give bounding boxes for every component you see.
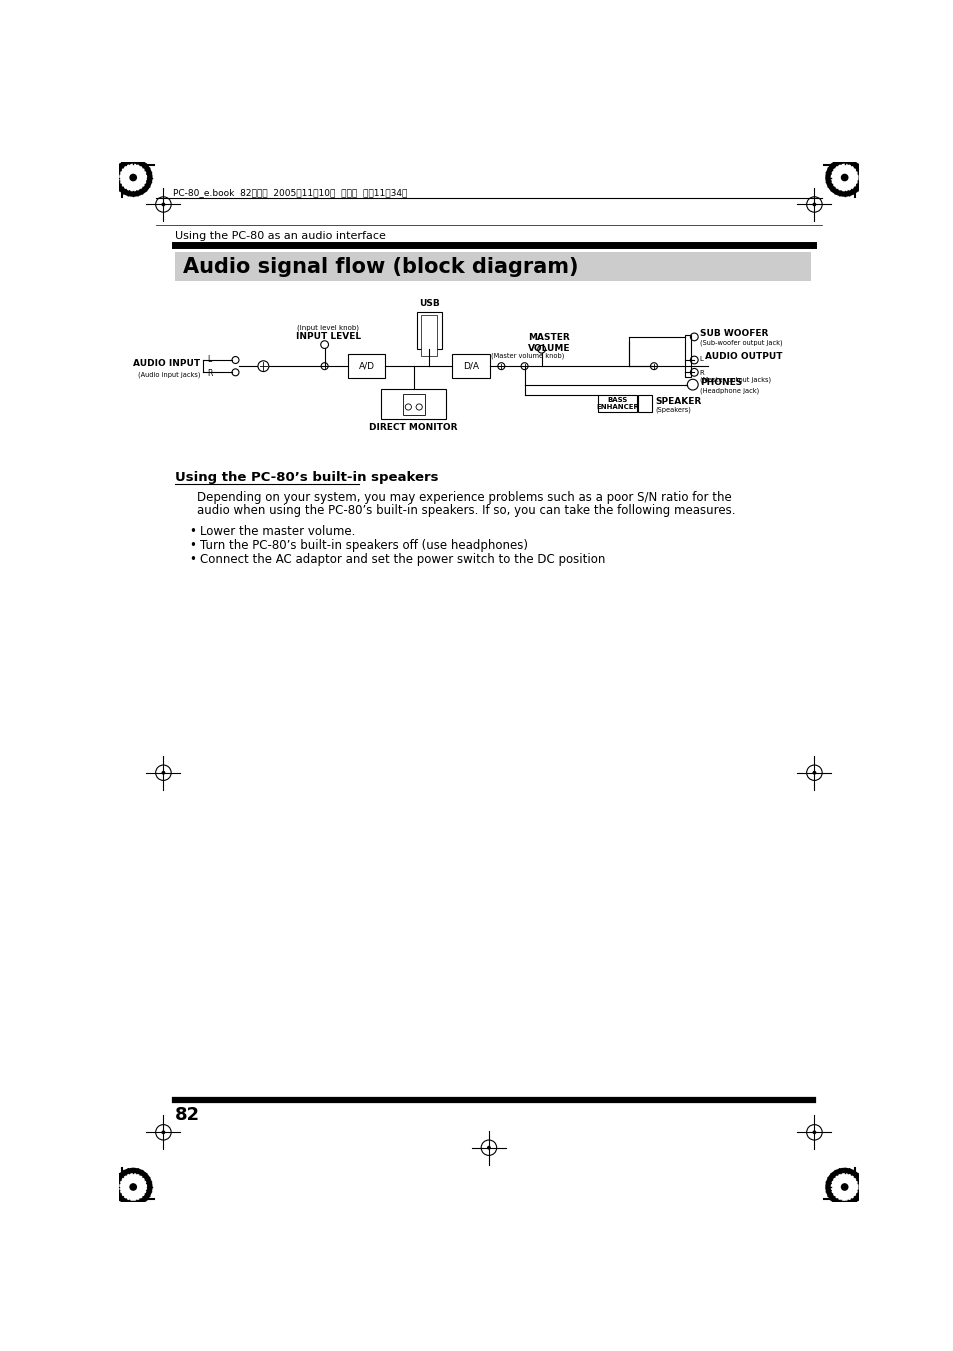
Text: Lower the master volume.: Lower the master volume. xyxy=(199,526,355,538)
Text: 82: 82 xyxy=(174,1105,200,1124)
Text: (Audio input jacks): (Audio input jacks) xyxy=(138,372,200,378)
Text: AUDIO OUTPUT: AUDIO OUTPUT xyxy=(704,353,781,362)
Text: Using the PC-80’s built-in speakers: Using the PC-80’s built-in speakers xyxy=(174,471,438,484)
Text: audio when using the PC-80’s built-in speakers. If so, you can take the followin: audio when using the PC-80’s built-in sp… xyxy=(196,504,735,516)
Circle shape xyxy=(812,203,816,207)
Text: (Speakers): (Speakers) xyxy=(655,407,691,413)
Text: PC-80_e.book  82ページ  2005年11月10日  木曜日  午前11時34分: PC-80_e.book 82ページ 2005年11月10日 木曜日 午前11時… xyxy=(173,188,408,197)
Text: MASTER
VOLUME: MASTER VOLUME xyxy=(528,334,570,353)
Text: Audio signal flow (block diagram): Audio signal flow (block diagram) xyxy=(183,257,578,277)
Bar xyxy=(348,354,385,378)
Circle shape xyxy=(130,1183,137,1190)
Text: DIRECT MONITOR: DIRECT MONITOR xyxy=(369,423,457,432)
Bar xyxy=(174,253,810,281)
Circle shape xyxy=(119,163,147,192)
Text: D/A: D/A xyxy=(462,362,478,370)
Text: (Sub-woofer output jack): (Sub-woofer output jack) xyxy=(700,339,782,346)
Bar xyxy=(416,312,441,349)
Circle shape xyxy=(113,1167,152,1206)
Circle shape xyxy=(840,1183,847,1190)
Text: (Master output jacks): (Master output jacks) xyxy=(700,377,771,384)
Text: PHONES: PHONES xyxy=(700,378,742,386)
Circle shape xyxy=(161,203,165,207)
Circle shape xyxy=(840,174,847,181)
Text: SPEAKER: SPEAKER xyxy=(655,397,701,407)
Bar xyxy=(421,315,436,357)
Text: USB: USB xyxy=(418,300,439,308)
Circle shape xyxy=(824,1167,863,1206)
Text: Turn the PC-80’s built-in speakers off (use headphones): Turn the PC-80’s built-in speakers off (… xyxy=(199,539,527,553)
Bar xyxy=(381,389,446,419)
Text: (Master volume knob): (Master volume knob) xyxy=(491,353,564,359)
Text: A/D: A/D xyxy=(358,362,375,370)
Text: R: R xyxy=(208,369,213,377)
Bar xyxy=(402,394,424,416)
Text: (Input level knob): (Input level knob) xyxy=(297,324,359,331)
Text: L: L xyxy=(699,357,702,362)
Circle shape xyxy=(830,1173,858,1201)
Circle shape xyxy=(824,158,863,197)
Bar xyxy=(638,396,652,412)
Circle shape xyxy=(830,163,858,192)
Text: (Headphone jack): (Headphone jack) xyxy=(700,388,759,394)
Circle shape xyxy=(161,771,165,774)
Text: •: • xyxy=(189,553,195,566)
Bar xyxy=(684,335,691,377)
Text: L: L xyxy=(208,355,212,363)
Text: Connect the AC adaptor and set the power switch to the DC position: Connect the AC adaptor and set the power… xyxy=(199,553,604,566)
Text: Depending on your system, you may experience problems such as a poor S/N ratio f: Depending on your system, you may experi… xyxy=(196,492,731,504)
Circle shape xyxy=(812,1131,816,1135)
Circle shape xyxy=(161,1131,165,1135)
Text: INPUT LEVEL: INPUT LEVEL xyxy=(295,332,360,342)
Circle shape xyxy=(130,174,137,181)
Bar xyxy=(598,396,637,412)
Bar xyxy=(452,354,489,378)
Text: BASS
ENHANCER: BASS ENHANCER xyxy=(596,397,639,411)
Circle shape xyxy=(486,1146,491,1150)
Text: R: R xyxy=(699,370,703,376)
Text: Using the PC-80 as an audio interface: Using the PC-80 as an audio interface xyxy=(174,231,386,240)
Circle shape xyxy=(113,158,152,197)
Text: •: • xyxy=(189,526,195,538)
Circle shape xyxy=(812,771,816,774)
Text: •: • xyxy=(189,539,195,553)
Circle shape xyxy=(119,1173,147,1201)
Text: SUB WOOFER: SUB WOOFER xyxy=(700,330,768,338)
Text: AUDIO INPUT: AUDIO INPUT xyxy=(133,359,200,369)
